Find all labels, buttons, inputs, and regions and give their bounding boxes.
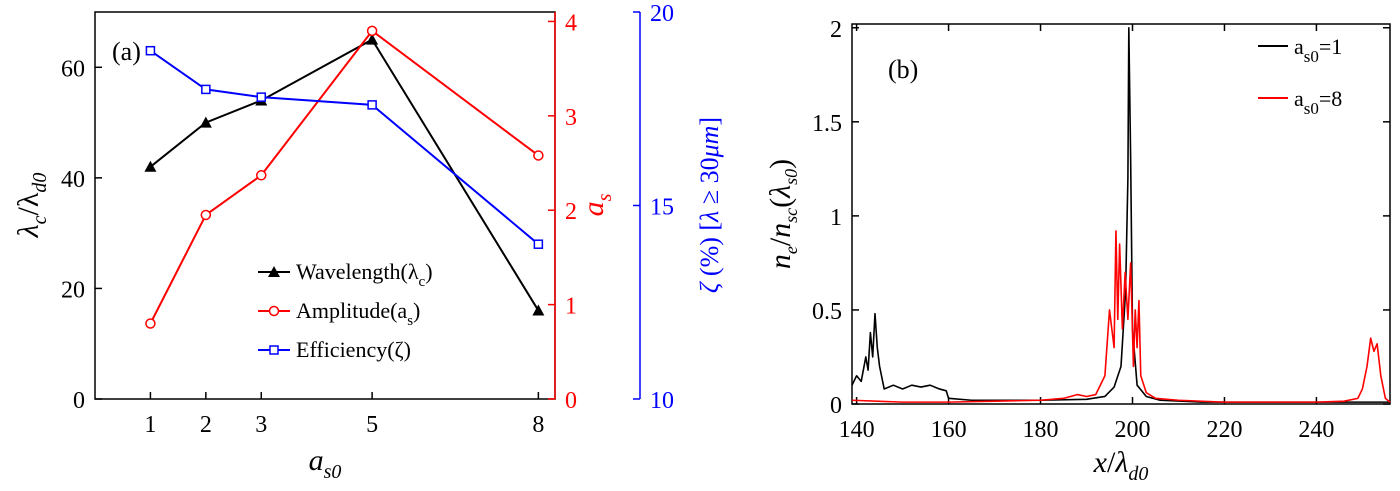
panel-b-label: (b) — [888, 55, 918, 84]
panel-a-legend: Wavelength(λc) Amplitude(as) Efficiency(ζ) — [258, 259, 433, 362]
panel-b-plot-frame — [851, 23, 1391, 405]
data-point-square — [145, 45, 156, 56]
panel-a-left-y-axis-label: λc/λd0 — [12, 173, 51, 239]
panel-a-x-axis-label: as0 — [309, 444, 342, 483]
x-tick-label: 1 — [144, 412, 156, 438]
panel-a-left-y-ticks: 0 20 40 60 — [61, 56, 102, 414]
panel-b: (b) 140 160 180 200 220 240 00.511.52 as0=1as… — [764, 17, 1391, 485]
panel-a-series — [144, 25, 545, 329]
legend-marker — [268, 266, 280, 277]
legend-label: as0=1 — [1294, 34, 1342, 66]
panel-b-y-axis-label: ne/nsc(λs0) — [764, 159, 801, 269]
x-tick-label: 8 — [532, 412, 544, 438]
data-point-circle — [366, 25, 378, 37]
x-tick-label: 5 — [366, 412, 378, 438]
data-point-square — [533, 239, 544, 249]
data-point-circle — [533, 150, 544, 161]
y-tick-label: 15 — [650, 195, 674, 221]
panel-a-amplitude-axis-ticks: 0 1 2 3 4 — [548, 10, 577, 414]
y-tick-label: 20 — [650, 1, 674, 27]
y-tick-label: 0.5 — [812, 299, 842, 325]
density-line — [851, 26, 1390, 403]
y-tick-label: 40 — [61, 167, 85, 193]
panel-b-y-ticks: 0 0.5 1 1.5 2 — [812, 17, 1390, 419]
x-tick-label: 200 — [1114, 417, 1150, 443]
panel-a-efficiency-axis-label: ζ (%) [λ ≥ 30μm] — [695, 117, 724, 293]
x-tick-label: 180 — [1023, 417, 1059, 443]
legend-label: Efficiency(ζ) — [296, 337, 411, 362]
data-point-square — [201, 84, 211, 95]
legend-marker — [268, 305, 280, 317]
panel-b-legend: as0=1 as0=8 — [1258, 34, 1342, 118]
x-tick-label: 2 — [200, 412, 212, 438]
y-tick-label: 2 — [565, 199, 577, 225]
panel-a-efficiency-axis-ticks: 10 15 20 — [633, 1, 674, 414]
y-tick-label: 10 — [650, 388, 674, 414]
data-point-triangle — [199, 116, 212, 128]
data-point-circle — [256, 170, 267, 181]
y-tick-label: 3 — [565, 105, 577, 131]
panel-a-amplitude-axis-label: as — [577, 193, 616, 216]
data-point-triangle — [366, 33, 379, 45]
data-point-square — [256, 92, 267, 102]
legend-label: Amplitude(as) — [296, 298, 420, 329]
y-tick-label: 0 — [830, 393, 842, 419]
y-tick-label: 4 — [565, 10, 577, 36]
panel-b-x-ticks: 140 160 180 200 220 240 — [839, 24, 1334, 443]
data-point-triangle — [532, 304, 545, 316]
x-tick-label: 3 — [255, 412, 267, 438]
x-tick-label: 220 — [1206, 417, 1242, 443]
y-tick-label: 60 — [61, 56, 85, 82]
legend-label: Wavelength(λc) — [296, 259, 433, 290]
panel-b-series — [851, 26, 1391, 403]
panel-a-x-ticks: 1 2 3 5 8 — [144, 392, 544, 438]
density-line — [851, 230, 1391, 403]
panel-b-x-axis-label: x/λd0 — [1093, 446, 1149, 485]
x-tick-label: 240 — [1298, 417, 1334, 443]
y-tick-label: 1 — [565, 294, 577, 320]
x-tick-label: 140 — [839, 417, 875, 443]
data-point-triangle — [144, 160, 157, 172]
panel-a-label: (a) — [112, 37, 141, 66]
y-tick-label: 0 — [73, 388, 85, 414]
data-point-circle — [200, 209, 212, 221]
y-tick-label: 2 — [830, 17, 842, 43]
y-tick-label: 20 — [61, 277, 85, 303]
y-tick-label: 1.5 — [812, 111, 842, 137]
data-point-circle — [145, 318, 156, 329]
data-point-square — [367, 100, 377, 110]
legend-label: as0=8 — [1294, 86, 1342, 118]
legend-marker — [269, 345, 279, 355]
panel-a: (a) 1 2 3 5 8 0 20 40 60 0 1 2 3 4 10 15 20 Wavelengt… — [12, 1, 724, 483]
y-tick-label: 1 — [830, 205, 842, 231]
x-tick-label: 160 — [931, 417, 967, 443]
y-tick-label: 0 — [565, 388, 577, 414]
